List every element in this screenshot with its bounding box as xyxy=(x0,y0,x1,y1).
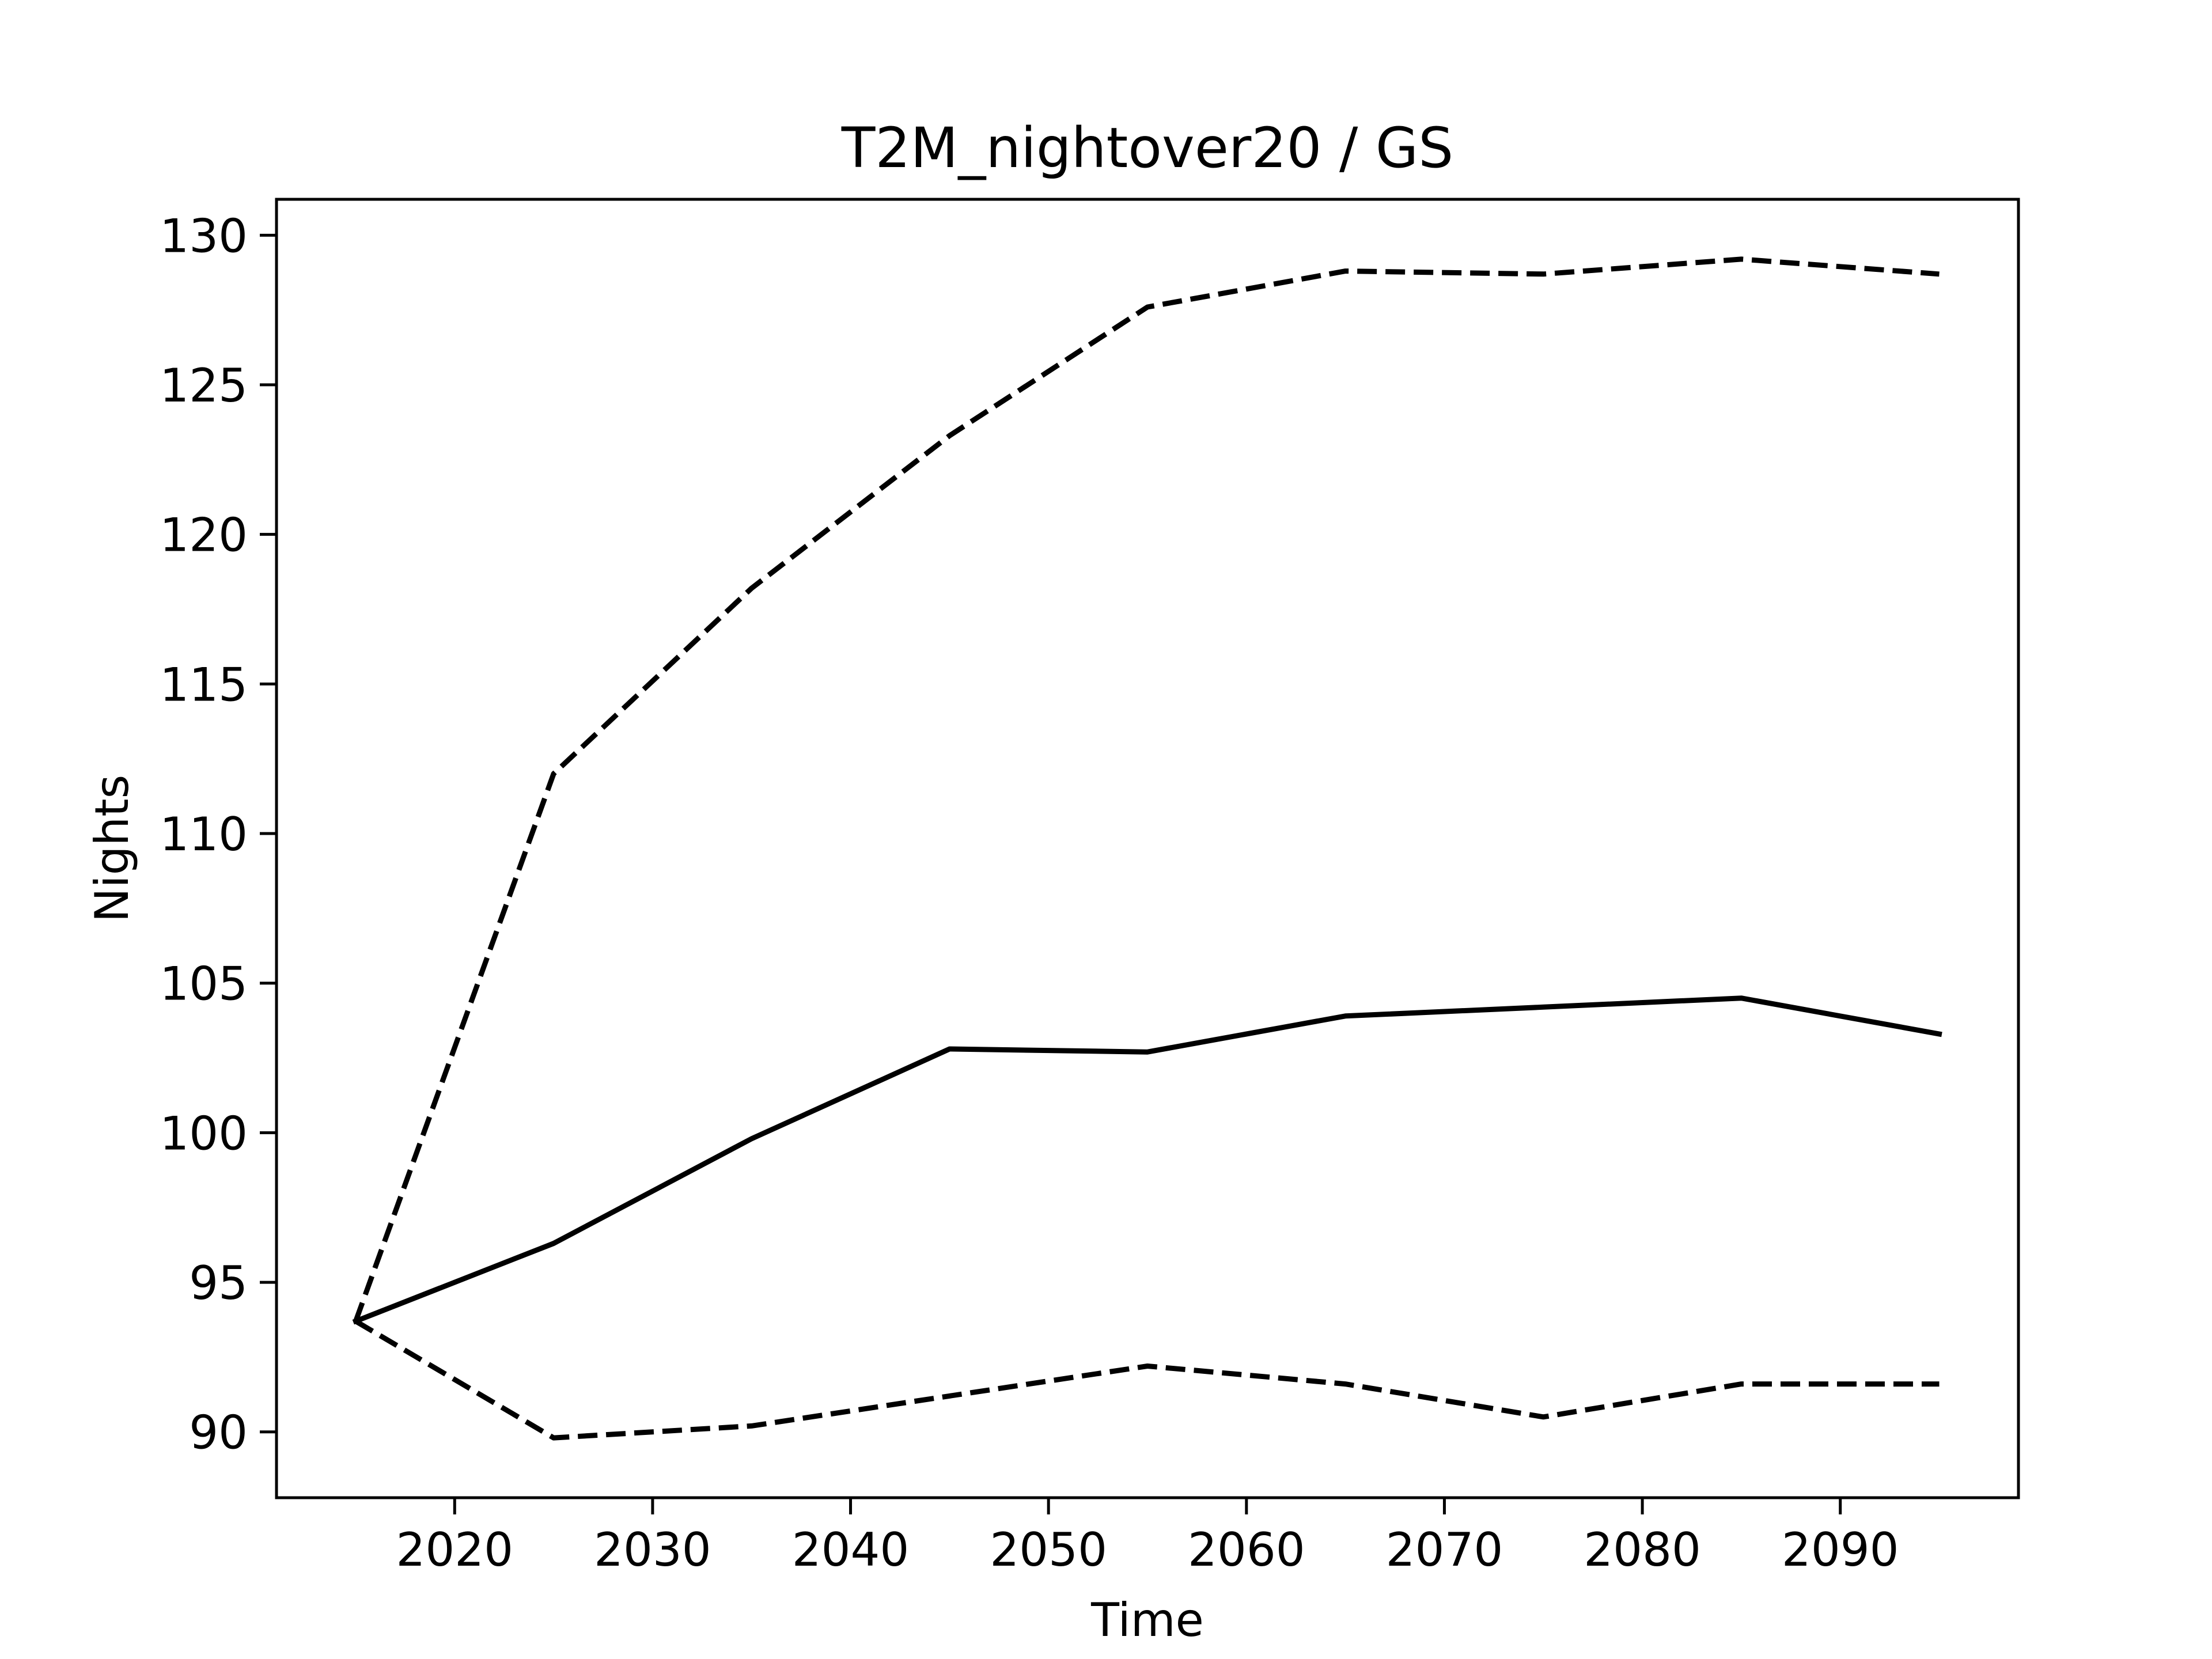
y-tick-label: 110 xyxy=(160,808,248,861)
y-tick-label: 125 xyxy=(160,359,248,412)
y-ticks: 90 95 100 105 110 115 120 125 130 xyxy=(160,209,276,1460)
series-line-2-dashed xyxy=(353,256,1940,1323)
x-tick-label: 2070 xyxy=(1386,1523,1503,1577)
series-layer xyxy=(352,256,1942,1441)
x-tick-label: 2040 xyxy=(792,1523,910,1577)
series-line-1-solid xyxy=(352,995,1942,1325)
chart-title: T2M_nightover20 / GS xyxy=(841,116,1453,180)
y-tick-label: 105 xyxy=(160,957,248,1011)
y-tick-label: 90 xyxy=(189,1406,248,1460)
y-tick-label: 115 xyxy=(160,658,248,711)
y-tick-label: 100 xyxy=(160,1107,248,1160)
x-ticks: 2020 2030 2040 2050 2060 2070 2080 2090 xyxy=(396,1498,1899,1577)
y-axis-label: Nights xyxy=(85,775,139,923)
x-axis-label: Time xyxy=(1090,1593,1204,1647)
x-tick-label: 2080 xyxy=(1584,1523,1701,1577)
x-tick-label: 2090 xyxy=(1782,1523,1899,1577)
y-tick-label: 120 xyxy=(160,509,248,562)
x-tick-label: 2060 xyxy=(1188,1523,1305,1577)
x-tick-label: 2020 xyxy=(396,1523,513,1577)
y-tick-label: 95 xyxy=(189,1256,248,1310)
x-tick-label: 2030 xyxy=(594,1523,711,1577)
y-tick-label: 130 xyxy=(160,209,248,263)
series-line-3-dashed xyxy=(354,1319,1940,1441)
plot-frame xyxy=(275,198,2020,1499)
x-tick-label: 2050 xyxy=(990,1523,1107,1577)
